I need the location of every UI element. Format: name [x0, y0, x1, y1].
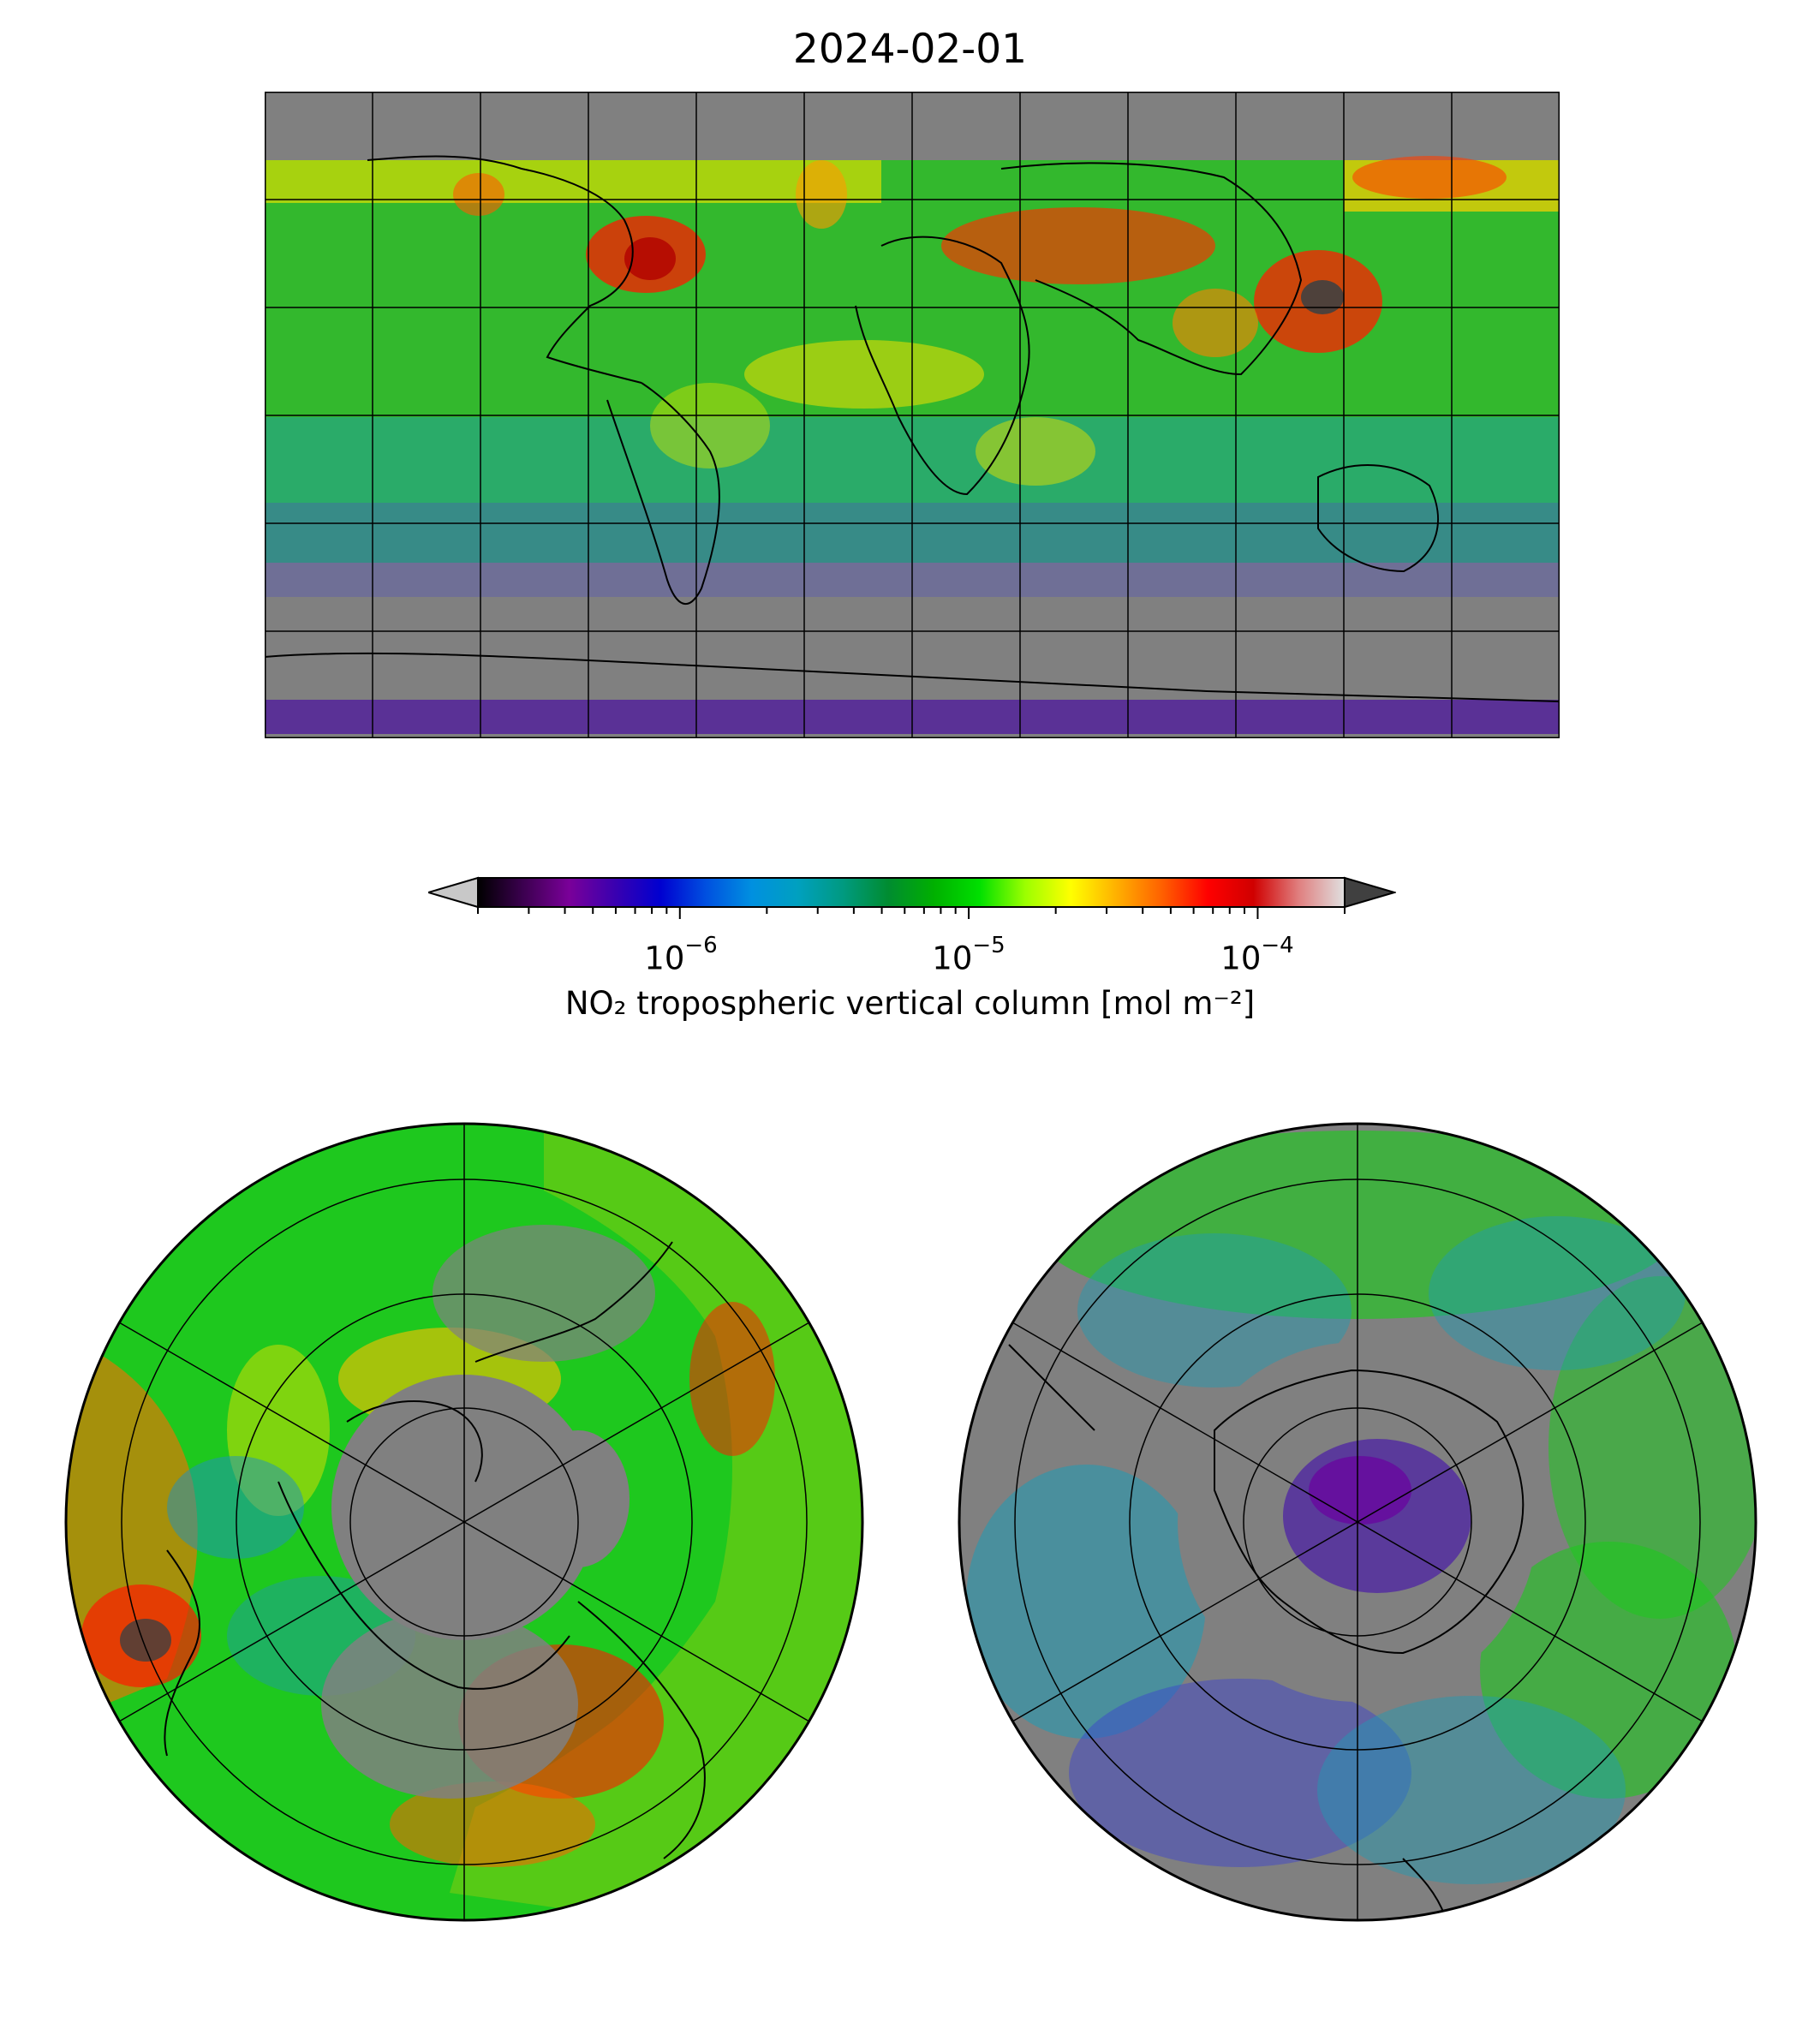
- colorbar: [428, 869, 1396, 1041]
- colorbar-tick-label-1e-6: 10−6: [644, 933, 718, 977]
- colorbar-over-triangle: [1344, 876, 1396, 909]
- north-polar-map: [64, 1122, 865, 1923]
- colorbar-tick-label-1e-5: 10−5: [932, 933, 1005, 977]
- south-polar-map: [958, 1122, 1758, 1923]
- colorbar-tick-label-1e-4: 10−4: [1220, 933, 1294, 977]
- colorbar-under-triangle: [428, 876, 479, 909]
- colorbar-gradient: [478, 878, 1345, 907]
- global-no2-map: [265, 92, 1560, 738]
- figure-title: 2024-02-01: [792, 26, 1028, 73]
- colorbar-label: NO₂ tropospheric vertical column [mol m⁻…: [564, 985, 1256, 1022]
